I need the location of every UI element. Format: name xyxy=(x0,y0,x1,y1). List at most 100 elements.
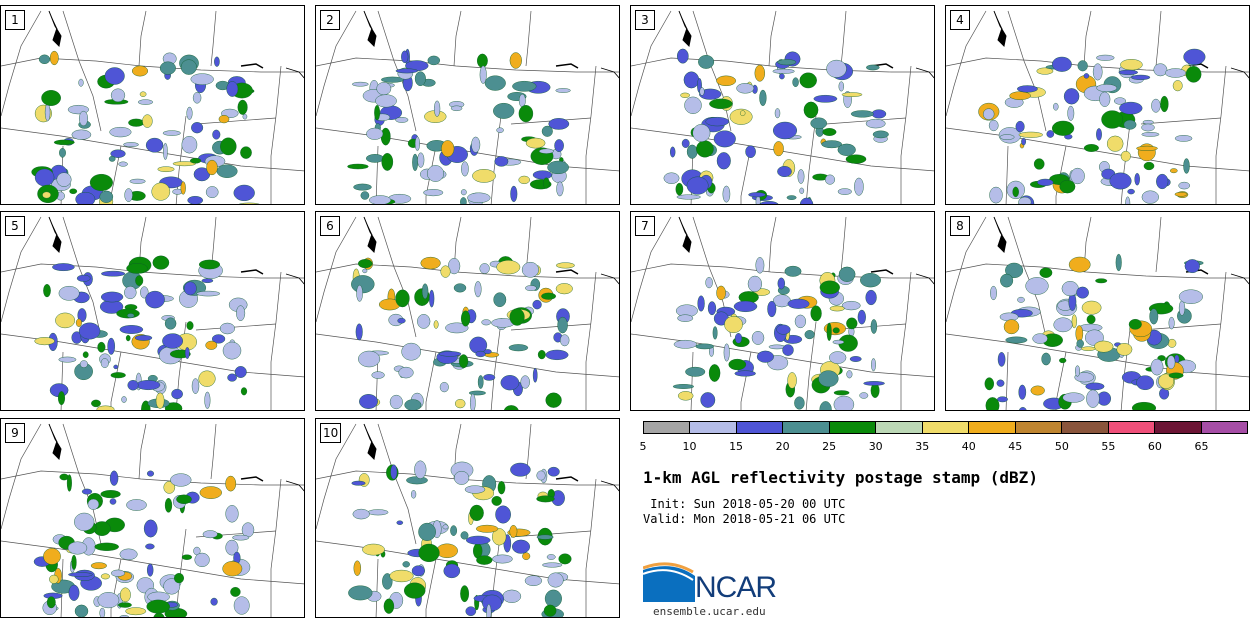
reflectivity-cell xyxy=(225,539,239,556)
reflectivity-cell xyxy=(829,351,847,364)
reflectivity-cell xyxy=(442,524,449,530)
reflectivity-cell xyxy=(997,396,1008,403)
reflectivity-cell xyxy=(510,185,518,203)
colorbar-tick: 20 xyxy=(775,440,790,453)
reflectivity-cell xyxy=(198,259,220,270)
reflectivity-cell xyxy=(443,563,461,579)
reflectivity-map xyxy=(1,10,304,204)
reflectivity-cell xyxy=(153,612,165,617)
reflectivity-cell xyxy=(367,509,389,516)
reflectivity-cell xyxy=(1018,131,1043,138)
reflectivity-cell xyxy=(772,121,797,140)
reflectivity-cell xyxy=(849,356,862,362)
reflectivity-cell xyxy=(164,317,177,330)
reflectivity-cell xyxy=(100,291,124,303)
reflectivity-cell xyxy=(202,530,218,539)
reflectivity-cell xyxy=(1059,357,1067,364)
reflectivity-cell xyxy=(81,488,93,495)
reflectivity-cell xyxy=(1005,262,1024,279)
reflectivity-cell xyxy=(433,100,441,117)
reflectivity-cell xyxy=(43,283,51,298)
reflectivity-cell xyxy=(1168,372,1184,379)
reflectivity-cell xyxy=(681,138,690,148)
reflectivity-cell xyxy=(686,176,709,195)
reflectivity-cell xyxy=(436,543,458,559)
reflectivity-cell xyxy=(1092,63,1103,81)
reflectivity-cell xyxy=(242,113,248,120)
reflectivity-cell xyxy=(1015,120,1025,133)
reflectivity-cell xyxy=(1021,137,1027,146)
panel-number: 3 xyxy=(635,10,655,30)
reflectivity-cell xyxy=(497,481,506,495)
reflectivity-cell xyxy=(190,73,214,85)
reflectivity-cell xyxy=(521,262,539,278)
reflectivity-cell xyxy=(559,334,570,347)
reflectivity-cell xyxy=(713,130,736,148)
reflectivity-cell xyxy=(810,305,822,322)
colorbar-segment xyxy=(644,422,691,433)
colorbar-tick: 55 xyxy=(1101,440,1116,453)
reflectivity-cell xyxy=(113,364,119,370)
reflectivity-cell xyxy=(347,163,369,170)
reflectivity-cell xyxy=(119,548,138,561)
reflectivity-map xyxy=(946,10,1249,204)
reflectivity-cell xyxy=(441,140,455,158)
reflectivity-cell xyxy=(94,542,119,551)
reflectivity-cell xyxy=(493,292,507,307)
reflectivity-cell xyxy=(685,366,706,377)
reflectivity-cell xyxy=(699,88,722,100)
reflectivity-cell xyxy=(69,188,78,195)
reflectivity-cell xyxy=(55,312,75,329)
reflectivity-cell xyxy=(782,344,794,356)
reflectivity-cell xyxy=(125,607,147,616)
reflectivity-map xyxy=(316,10,619,204)
reflectivity-cell xyxy=(374,104,380,121)
colorbar-tick: 25 xyxy=(822,440,837,453)
reflectivity-cell xyxy=(1185,66,1202,83)
panel-member-8: 8 xyxy=(945,211,1250,411)
reflectivity-cell xyxy=(417,152,425,168)
panel-number: 8 xyxy=(950,216,970,236)
reflectivity-cell xyxy=(348,585,373,601)
reflectivity-cell xyxy=(1149,308,1159,325)
colorbar-segment xyxy=(922,422,970,433)
reflectivity-cell xyxy=(476,53,488,68)
reflectivity-cell xyxy=(145,543,155,550)
reflectivity-cell xyxy=(829,305,845,312)
reflectivity-cell xyxy=(1160,95,1169,113)
reflectivity-cell xyxy=(100,358,109,369)
reflectivity-cell xyxy=(697,295,705,312)
reflectivity-cell xyxy=(1116,343,1133,356)
reflectivity-cell xyxy=(838,266,856,282)
reflectivity-cell xyxy=(110,569,125,577)
reflectivity-cell xyxy=(1096,54,1115,61)
reflectivity-cell xyxy=(832,339,845,345)
reflectivity-cell xyxy=(225,505,239,523)
reflectivity-cell xyxy=(1158,373,1175,389)
reflectivity-cell xyxy=(1067,105,1075,121)
reflectivity-cell xyxy=(68,584,80,601)
reflectivity-cell xyxy=(395,117,409,123)
panel-number: 7 xyxy=(635,216,655,236)
colorbar-tick: 10 xyxy=(682,440,697,453)
reflectivity-cell xyxy=(181,554,193,560)
reflectivity-cell xyxy=(238,202,260,204)
colorbar-tick: 5 xyxy=(639,440,647,453)
reflectivity-cell xyxy=(34,168,55,187)
reflectivity-cell xyxy=(983,108,995,120)
reflectivity-cell xyxy=(121,396,127,403)
reflectivity-cell xyxy=(799,197,814,204)
reflectivity-cell xyxy=(381,152,394,171)
reflectivity-cell xyxy=(728,358,747,371)
reflectivity-cell xyxy=(199,486,222,499)
reflectivity-cell xyxy=(467,192,491,204)
reflectivity-cell xyxy=(482,594,502,612)
reflectivity-cell xyxy=(371,371,385,379)
colorbar-tick: 15 xyxy=(729,440,744,453)
reflectivity-cell xyxy=(137,99,153,105)
reflectivity-cell xyxy=(465,606,477,616)
reflectivity-cell xyxy=(491,496,502,506)
reflectivity-cell xyxy=(109,126,132,138)
reflectivity-cell xyxy=(493,103,515,119)
reflectivity-cell xyxy=(97,341,106,353)
